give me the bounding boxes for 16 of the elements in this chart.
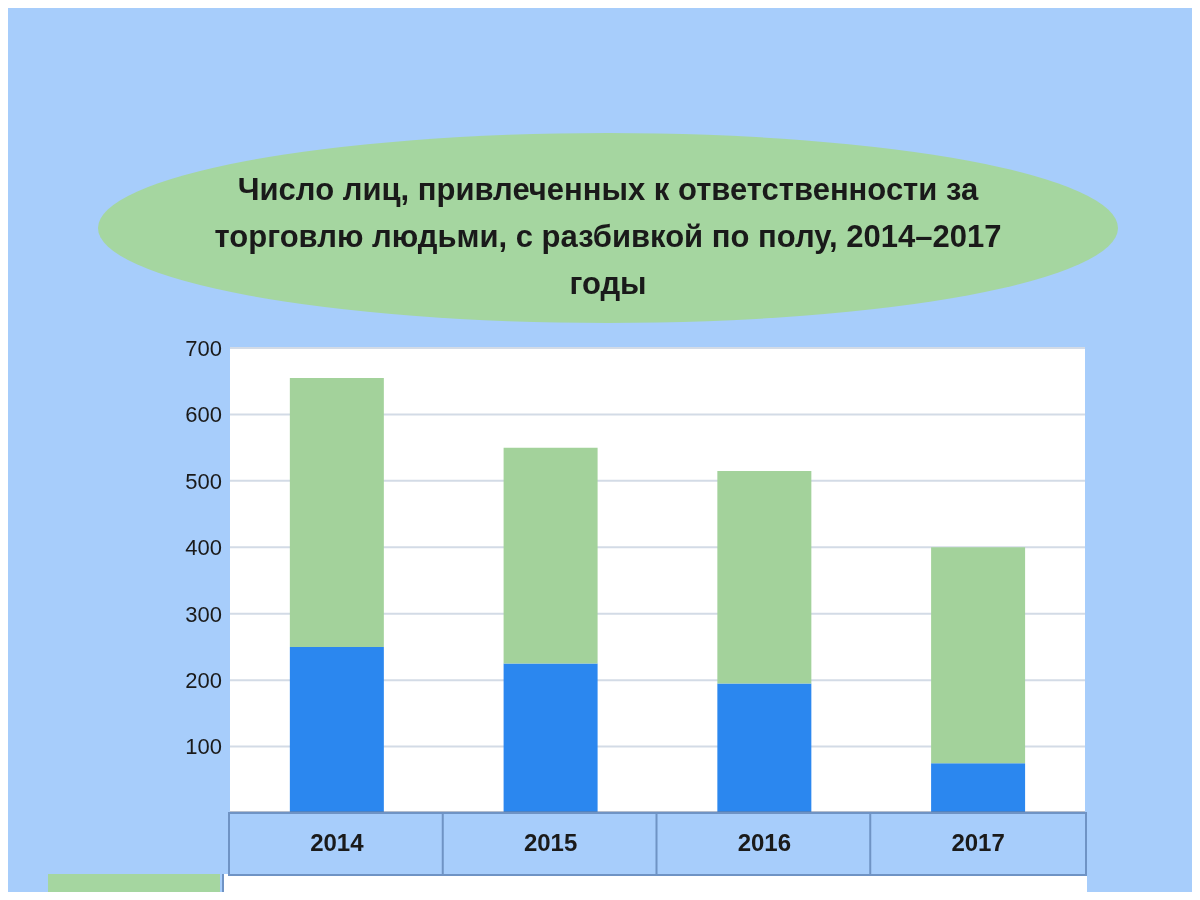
y-tick-label: 400 [185,535,222,561]
bar [717,470,812,684]
x-tick-label: 2017 [951,829,1005,856]
x-tick-label: 2016 [737,829,792,856]
y-tick-label: 600 [185,402,222,428]
bar [289,377,384,647]
x-tick-label: 2015 [523,829,578,856]
y-tick-label: 100 [185,734,222,760]
y-tick-label: 300 [185,601,222,627]
y-tick-label: 700 [185,335,222,361]
y-tick-label: 500 [185,468,222,494]
bar [931,547,1026,764]
bar [503,447,598,664]
y-tick-label: 200 [185,667,222,693]
x-tick-label: 2014 [310,829,365,856]
chart-title: Число лиц, привлеченных к ответственности за торговлю людьми, с разбивкой по полу, 2014–2017 годы [213,171,1003,303]
